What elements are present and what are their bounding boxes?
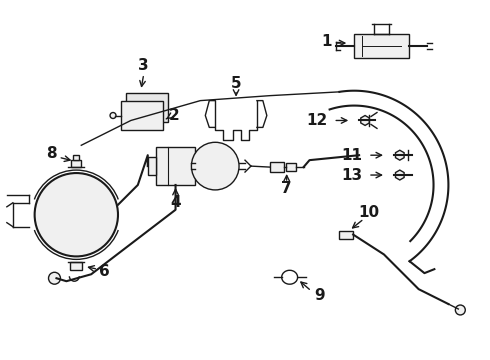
Text: 5: 5 [231,76,242,91]
Text: 4: 4 [170,195,181,210]
Text: 8: 8 [46,146,57,161]
Bar [121,100,163,130]
Text: 12: 12 [307,113,328,128]
Bar [156,147,196,185]
Text: 6: 6 [98,264,109,279]
Text: 2: 2 [169,108,180,123]
Bar [354,34,409,58]
Text: 1: 1 [321,33,332,49]
Circle shape [49,272,60,284]
Bar [270,162,284,172]
Bar [71,262,82,270]
Text: 10: 10 [359,205,380,220]
Circle shape [192,142,239,190]
Bar [72,160,81,167]
Bar [74,155,79,160]
Bar [126,93,168,122]
Text: 3: 3 [139,58,149,73]
Text: 9: 9 [314,288,325,303]
Circle shape [35,173,118,256]
Text: 13: 13 [342,167,363,183]
Bar [148,157,156,175]
Text: 11: 11 [342,148,363,163]
Text: 7: 7 [281,181,292,197]
Bar [339,231,353,239]
Bar [286,163,295,171]
Circle shape [455,305,466,315]
Circle shape [110,113,116,118]
